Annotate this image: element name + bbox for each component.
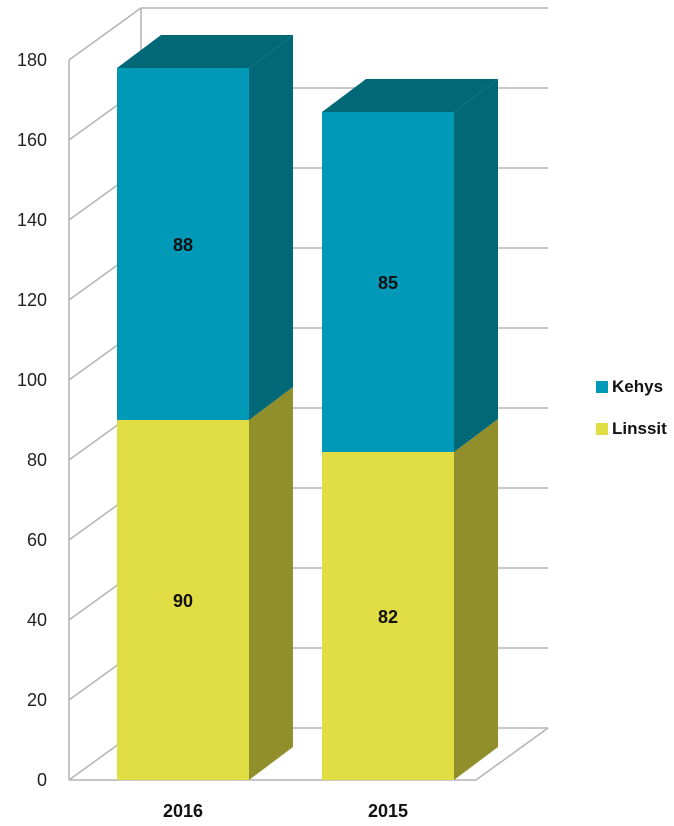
bar-kehys-2016-front [117,68,249,420]
y-tick-label: 180 [17,50,47,70]
data-labels: 90 88 82 85 [173,235,398,627]
legend-label-kehys: Kehys [612,377,664,396]
x-category-label-2016: 2016 [163,801,203,821]
floor-right-edge [475,727,549,781]
gridline-diagonal [68,7,142,61]
bar-linssit-2016-front [117,420,249,780]
legend-swatch-linssit [596,423,608,435]
legend-label-linssit: Linssit [612,419,667,438]
bars [117,35,498,780]
y-tick-label: 40 [27,610,47,630]
y-tick-label: 0 [37,770,47,790]
data-label-linssit-2016: 90 [173,591,193,611]
bar-linssit-2015-side [454,419,498,780]
y-axis-tick-labels: 0 20 40 60 80 100 120 140 160 180 [17,50,47,790]
y-tick-label: 160 [17,130,47,150]
y-tick-label: 140 [17,210,47,230]
data-label-linssit-2015: 82 [378,607,398,627]
y-tick-label: 120 [17,290,47,310]
legend-item-linssit: Linssit [596,418,667,440]
bar-kehys-2015-front [322,112,454,452]
y-tick-label: 100 [17,370,47,390]
data-label-kehys-2015: 85 [378,273,398,293]
bar-kehys-2016-side [249,35,293,420]
y-tick-label: 60 [27,530,47,550]
data-label-kehys-2016: 88 [173,235,193,255]
bar-kehys-2015-side [454,79,498,452]
y-tick-label: 80 [27,450,47,470]
legend-swatch-kehys [596,381,608,393]
bar-2016-top [117,35,293,68]
bar-linssit-2016-side [249,387,293,780]
x-category-label-2015: 2015 [368,801,408,821]
y-tick-label: 20 [27,690,47,710]
legend-item-kehys: Kehys [596,376,667,398]
bar-linssit-2015-front [322,452,454,780]
legend: Kehys Linssit [596,376,667,460]
x-axis-category-labels: 2016 2015 [163,801,408,821]
bar-2015-top [322,79,498,112]
